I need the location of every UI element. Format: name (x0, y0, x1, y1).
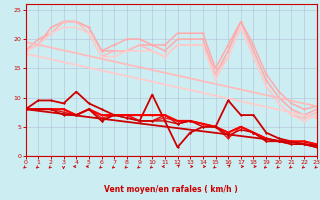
X-axis label: Vent moyen/en rafales ( km/h ): Vent moyen/en rafales ( km/h ) (104, 185, 238, 194)
